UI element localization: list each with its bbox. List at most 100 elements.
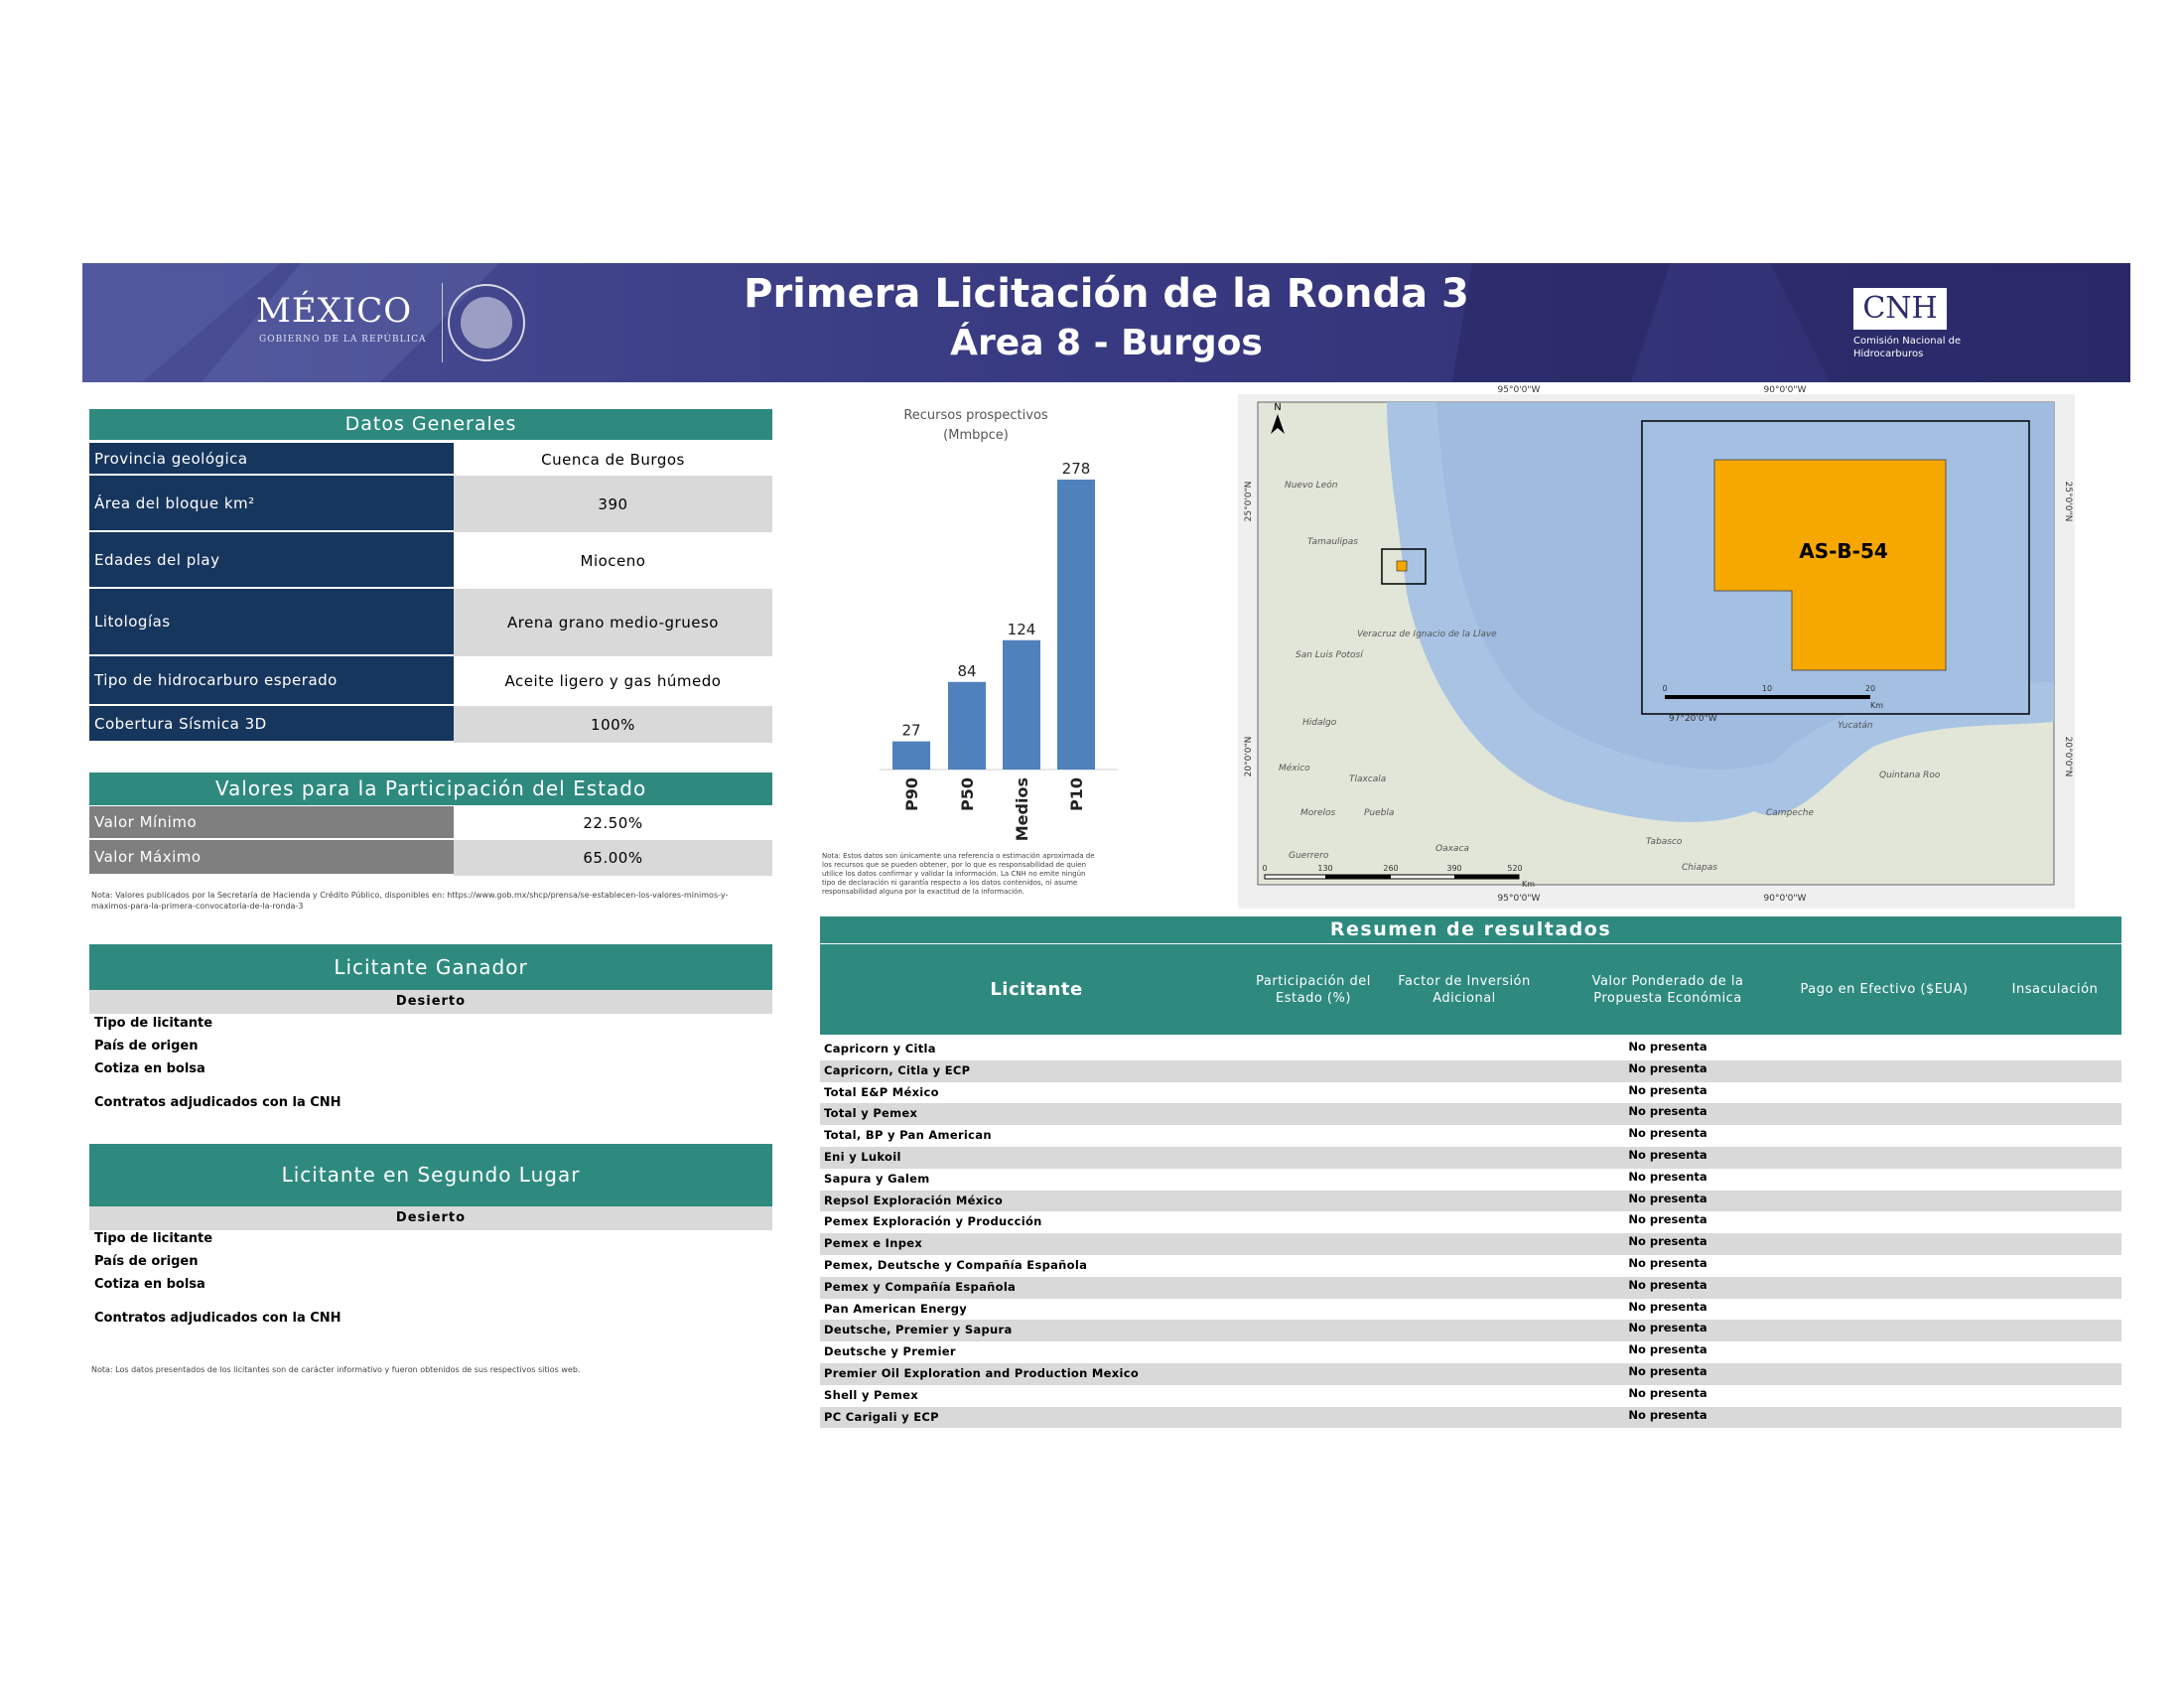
- licitante-name: Pemex y Compañía Española: [824, 1279, 1017, 1294]
- datos-value: 100%: [454, 706, 772, 743]
- map: AS-B-54 N Nuevo León Tamaulipas San Luis P…: [1238, 385, 2075, 909]
- datos-value: Cuenca de Burgos: [541, 450, 685, 469]
- resumen-row: Pemex, Deutsche y Compañía Española No pr…: [820, 1255, 2121, 1277]
- valor-ponderado: No presenta: [1628, 1104, 1707, 1119]
- licitante-name: Capricorn y Citla: [824, 1042, 936, 1055]
- participacion-title: Valores para la Participación del Estado: [89, 773, 772, 805]
- datos-label: Tipo de hidrocarburo esperado: [89, 656, 454, 706]
- resumen-row: Pemex e Inpex No presenta: [820, 1233, 2121, 1255]
- place-label: Chiapas: [1682, 863, 1717, 873]
- resumen-row: Capricorn, Citla y ECP No presenta: [820, 1059, 2121, 1082]
- logo-seal: [448, 284, 525, 361]
- coord-label: 95°0'0"W: [1498, 385, 1541, 395]
- participacion-label: Valor Máximo: [89, 840, 454, 876]
- datos-label: Cobertura Sísmica 3D: [89, 706, 454, 743]
- bar: [1003, 639, 1040, 770]
- place-label: Yucatán: [1838, 721, 1873, 731]
- datos-row: Litologías Arena grano medio-grueso: [89, 589, 772, 656]
- place-label: Tlaxcala: [1349, 774, 1386, 784]
- coord-label: 90°0'0"W: [1764, 894, 1807, 904]
- chart-subtitle: (Mmbpce): [943, 428, 1009, 443]
- licitante-name: Pemex e Inpex: [824, 1236, 923, 1251]
- block-status: Desierto: [89, 1206, 772, 1230]
- map-block-dot: [1396, 560, 1408, 572]
- x-tick-label: P10: [1067, 777, 1086, 811]
- value-label: 84: [957, 662, 976, 680]
- logo-mexico-sub: GOBIERNO DE LA REPÚBLICA: [259, 335, 427, 345]
- header-title: Primera Licitación de la Ronda 3: [744, 271, 1469, 317]
- valor-ponderado: No presenta: [1628, 1082, 1707, 1097]
- segundo-block: Licitante en Segundo Lugar Desierto Tipo d…: [89, 1144, 772, 1326]
- place-label: Morelos: [1300, 808, 1336, 818]
- resumen-row: Pemex y Compañía Española No presenta: [820, 1276, 2121, 1299]
- licitante-name: Capricorn, Citla y ECP: [824, 1062, 971, 1077]
- scale-label: 0: [1262, 864, 1267, 873]
- logo-mexico: MÉXICO: [256, 291, 413, 331]
- resumen-row: Sapura y Galem No presenta: [820, 1169, 2121, 1191]
- scale-label: 260: [1383, 864, 1398, 873]
- resumen-column-header: Factor de Inversión Adicional: [1398, 973, 1531, 1006]
- valor-ponderado: No presenta: [1628, 1321, 1707, 1336]
- valor-ponderado: No presenta: [1628, 1126, 1707, 1141]
- place-label: Hidalgo: [1302, 718, 1337, 728]
- resumen-row: Deutsche, Premier y Sapura No presenta: [820, 1320, 2121, 1342]
- block-field: Contratos adjudicados con la CNH: [94, 1311, 341, 1326]
- x-tick-label: P50: [958, 777, 977, 811]
- datos-row: Área del bloque km² 390: [89, 476, 772, 532]
- chart: Recursos prospectivos (Mmbpce) 27 P90 84 P5…: [880, 408, 1118, 841]
- licitante-name: Deutsche y Premier: [824, 1344, 956, 1359]
- coord-label: 25°0'0"N: [1244, 482, 1254, 522]
- participacion-value: 65.00%: [454, 840, 772, 876]
- chart-note: Nota: Estos datos son únicamente una ref…: [822, 852, 1095, 896]
- valor-ponderado: No presenta: [1628, 1407, 1707, 1422]
- place-label: Tabasco: [1646, 837, 1683, 847]
- valor-ponderado: No presenta: [1628, 1234, 1707, 1249]
- coord-label: 90°0'0"W: [1764, 385, 1807, 395]
- block-field: País de origen: [94, 1254, 199, 1269]
- block-field: Tipo de licitante: [94, 1231, 213, 1246]
- licitante-name: Pemex Exploración y Producción: [824, 1214, 1042, 1229]
- valor-ponderado: No presenta: [1628, 1169, 1707, 1184]
- resumen-row: Shell y Pemex No presenta: [820, 1385, 2121, 1407]
- logo-cnh-sub: Comisión Nacional de Hidrocarburos: [1853, 336, 1962, 359]
- scale-label: 390: [1446, 864, 1461, 873]
- place-label: San Luis Potosí: [1296, 650, 1364, 660]
- resumen-header: Licitante Participación del Estado (%) Fac…: [820, 944, 2121, 1035]
- scale-unit: Km: [1522, 880, 1535, 889]
- block-field: Tipo de licitante: [94, 1016, 213, 1031]
- place-label: Tamaulipas: [1307, 537, 1358, 547]
- datos-row: Provincia geológica Cuenca de Burgos: [89, 443, 772, 476]
- bottom-note: Nota: Los datos presentados de los licit…: [91, 1365, 581, 1374]
- datos-label: Área del bloque km²: [89, 476, 454, 532]
- place-label: Guerrero: [1289, 851, 1329, 861]
- scale-label: 130: [1317, 864, 1332, 873]
- resumen-row: Total E&P México No presenta: [820, 1082, 2121, 1104]
- resumen-row: Pemex Exploración y Producción No present…: [820, 1211, 2121, 1233]
- north-label: N: [1274, 402, 1281, 413]
- resumen-row: PC Carigali y ECP No presenta: [820, 1406, 2121, 1429]
- resumen-column-header: Participación del Estado (%): [1256, 973, 1371, 1006]
- licitante-name: Eni y Lukoil: [824, 1149, 901, 1164]
- block-label: AS-B-54: [1799, 539, 1888, 563]
- datos-value: Arena grano medio-grueso: [454, 589, 772, 656]
- valor-ponderado: No presenta: [1628, 1277, 1707, 1292]
- header-pattern: [82, 263, 2130, 382]
- scale-bar-seg: [1325, 875, 1391, 879]
- block-field: País de origen: [94, 1039, 199, 1054]
- participacion-value: 22.50%: [583, 814, 643, 832]
- licitante-name: Pemex, Deutsche y Compañía Española: [824, 1257, 1088, 1272]
- place-label: Oaxaca: [1435, 844, 1469, 854]
- place-label: México: [1279, 763, 1310, 774]
- valor-ponderado: No presenta: [1628, 1191, 1707, 1205]
- resumen-title: Resumen de resultados: [820, 916, 2121, 943]
- datos-label: Edades del play: [89, 532, 454, 589]
- resumen-row: Capricorn y Citla No presenta: [820, 1039, 2121, 1060]
- datos-title: Datos Generales: [89, 409, 772, 440]
- block-field: Cotiza en bolsa: [94, 1061, 205, 1076]
- inset-scale-unit: Km: [1870, 701, 1883, 710]
- chart-title: Recursos prospectivos: [903, 408, 1048, 423]
- resumen-column-header: Valor Ponderado de la Propuesta Económic…: [1591, 973, 1744, 1006]
- block-title: Licitante en Segundo Lugar: [89, 1144, 772, 1206]
- licitante-name: Sapura y Galem: [824, 1171, 930, 1186]
